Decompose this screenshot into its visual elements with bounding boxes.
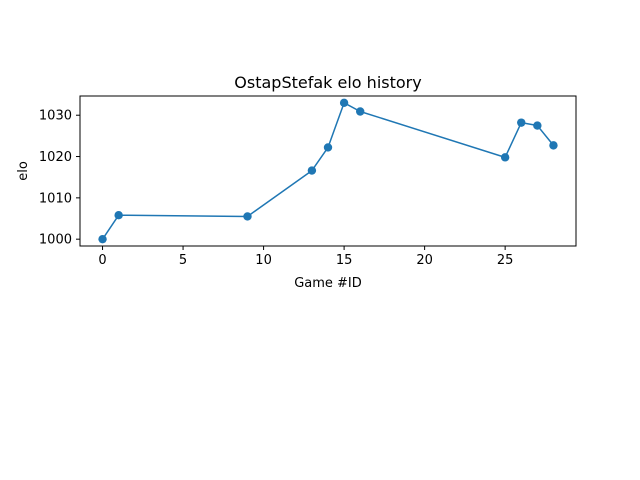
- y-axis-ticks: 1000 1010 1020 1030: [39, 109, 80, 248]
- y-tick-label: 1030: [39, 109, 72, 124]
- data-point: [243, 212, 252, 221]
- y-tick-label: 1010: [39, 191, 72, 206]
- data-point: [98, 234, 107, 244]
- x-tick-label: 25: [497, 253, 514, 268]
- data-point: [517, 118, 526, 127]
- data-point: [549, 141, 558, 150]
- x-tick-label: 5: [179, 253, 187, 268]
- x-tick-label: 20: [416, 253, 433, 268]
- x-axis-label: Game #ID: [294, 276, 362, 291]
- x-tick-label: 10: [255, 253, 272, 268]
- data-point: [356, 107, 365, 116]
- x-axis-ticks: 0 5 10 15 20 25: [98, 246, 513, 268]
- y-axis-label: elo: [16, 161, 31, 181]
- data-point: [323, 143, 333, 152]
- y-tick-label: 1020: [39, 150, 72, 165]
- data-point: [533, 121, 542, 130]
- axes-frame: [79, 95, 577, 247]
- data-point: [500, 153, 510, 162]
- x-tick-label: 0: [98, 253, 106, 268]
- plot-area: [98, 98, 558, 244]
- chart-title: OstapStefak elo history: [234, 73, 421, 92]
- x-tick-label: 15: [336, 253, 353, 268]
- data-point: [339, 98, 349, 108]
- data-point: [307, 166, 317, 175]
- y-tick-label: 1000: [39, 233, 72, 248]
- data-point: [114, 211, 123, 220]
